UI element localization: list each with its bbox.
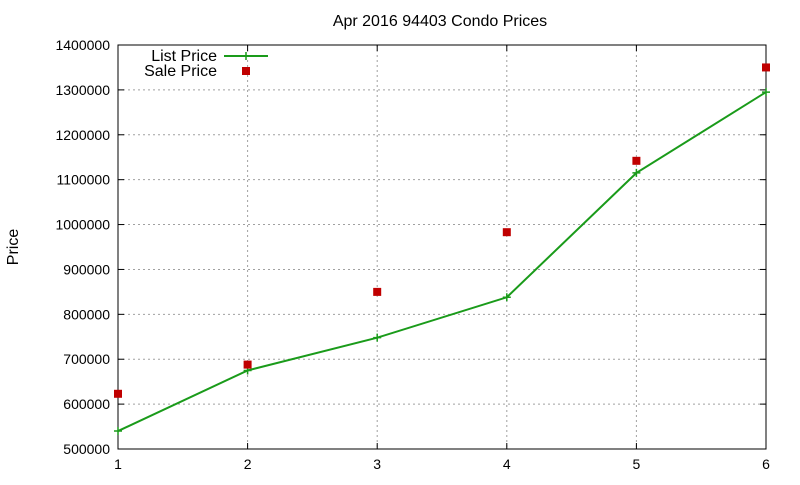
grid xyxy=(118,45,766,449)
chart-title: Apr 2016 94403 Condo Prices xyxy=(333,13,547,30)
sale-price-point xyxy=(632,156,641,165)
axis-ticks: 500000 600000 700000 800000 900000 1000000 110… xyxy=(55,37,770,472)
x-tick-label: 6 xyxy=(762,456,770,472)
y-tick-label: 800000 xyxy=(63,306,110,322)
sale-price-point xyxy=(243,360,252,369)
y-tick-label: 1400000 xyxy=(55,37,110,53)
sale-price-point xyxy=(762,63,770,72)
x-tick-label: 4 xyxy=(503,456,511,472)
sale-price-point xyxy=(373,287,382,296)
series xyxy=(114,63,770,436)
y-tick-label: 1300000 xyxy=(55,82,110,98)
list-price-point xyxy=(114,427,122,436)
x-tick-label: 3 xyxy=(373,456,381,472)
y-tick-label: 1200000 xyxy=(55,127,110,143)
y-tick-label: 1100000 xyxy=(57,172,111,188)
legend: List Price Sale Price xyxy=(144,48,268,80)
sale-price-point xyxy=(114,389,122,398)
x-tick-label: 2 xyxy=(244,456,252,472)
legend-square-sale-price xyxy=(242,67,250,75)
y-tick-label: 500000 xyxy=(63,441,110,457)
legend-label-list-price: List Price xyxy=(151,48,217,65)
sale-price-point xyxy=(502,228,511,237)
y-tick-label: 700000 xyxy=(63,351,110,367)
y-tick-label: 1000000 xyxy=(55,217,110,233)
list-price-point xyxy=(502,293,511,302)
x-tick-label: 5 xyxy=(633,456,641,472)
legend-label-sale-price: Sale Price xyxy=(144,63,217,80)
y-tick-label: 600000 xyxy=(63,396,110,412)
y-axis-label: Price xyxy=(5,229,22,266)
list-price-point xyxy=(632,168,641,177)
legend-cross-list-price xyxy=(242,52,250,60)
plot-frame xyxy=(117,44,767,450)
y-tick-label: 900000 xyxy=(63,261,110,277)
x-tick-label: 1 xyxy=(114,456,122,472)
list-price-point xyxy=(762,88,770,97)
list-price-line xyxy=(117,91,767,432)
list-price-point xyxy=(373,333,382,342)
